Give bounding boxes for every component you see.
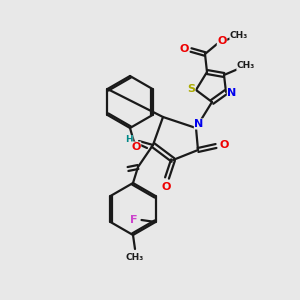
Text: CH₃: CH₃ bbox=[230, 31, 248, 40]
Text: O: O bbox=[179, 44, 189, 54]
Text: O: O bbox=[217, 36, 227, 46]
Text: O: O bbox=[161, 182, 171, 192]
Text: S: S bbox=[187, 84, 195, 94]
Text: H: H bbox=[125, 136, 133, 145]
Text: O: O bbox=[219, 140, 229, 150]
Text: O: O bbox=[131, 142, 141, 152]
Text: CH₃: CH₃ bbox=[237, 61, 255, 70]
Text: CH₃: CH₃ bbox=[126, 254, 144, 262]
Text: F: F bbox=[130, 215, 137, 225]
Text: N: N bbox=[194, 119, 204, 129]
Text: N: N bbox=[227, 88, 237, 98]
